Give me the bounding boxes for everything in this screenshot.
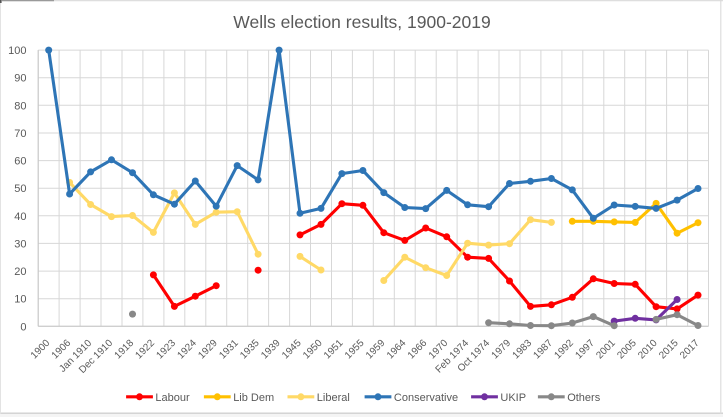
svg-text:Liberal: Liberal <box>317 392 350 404</box>
svg-text:20: 20 <box>14 266 26 278</box>
svg-text:70: 70 <box>14 128 26 140</box>
svg-text:Wells election results, 1900-2: Wells election results, 1900-2019 <box>233 12 490 32</box>
svg-text:Conservative: Conservative <box>394 392 458 404</box>
svg-text:100: 100 <box>8 45 26 57</box>
svg-text:Lib Dem: Lib Dem <box>233 392 274 404</box>
svg-text:30: 30 <box>14 238 26 250</box>
svg-text:90: 90 <box>14 73 26 85</box>
svg-text:UKIP: UKIP <box>500 392 526 404</box>
svg-text:Others: Others <box>567 392 601 404</box>
svg-text:Labour: Labour <box>155 392 190 404</box>
svg-text:80: 80 <box>14 100 26 112</box>
svg-text:40: 40 <box>14 211 26 223</box>
svg-text:0: 0 <box>20 321 26 333</box>
svg-text:10: 10 <box>14 294 26 306</box>
svg-text:60: 60 <box>14 156 26 168</box>
svg-text:50: 50 <box>14 183 26 195</box>
